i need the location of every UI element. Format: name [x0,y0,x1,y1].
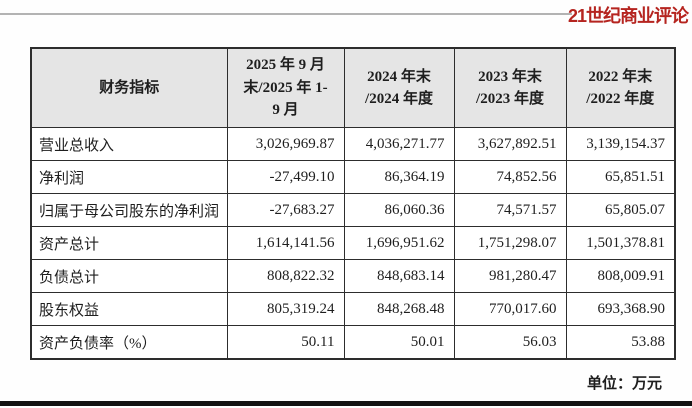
table-row-net-profit: 净利润 -27,499.10 86,364.19 74,852.56 65,85… [30,160,676,194]
header-period-2024: 2024 年末 /2024 年度 [343,47,455,128]
row-label: 净利润 [30,160,228,194]
cell-value: 808,009.91 [565,259,676,293]
cell-value: -27,683.27 [226,193,345,227]
cell-value: 805,319.24 [226,292,345,326]
cell-value: 808,822.32 [226,259,345,293]
financial-indicators-table: 财务指标 2025 年 9 月 末/2025 年 1- 9 月 2024 年末 … [30,47,676,360]
table-row-net-profit-attributable: 归属于母公司股东的净利润 -27,683.27 86,060.36 74,571… [30,193,676,227]
cell-value: 848,683.14 [343,259,455,293]
cell-value: 3,026,969.87 [226,127,345,161]
cell-value: 65,851.51 [565,160,676,194]
cell-value: 3,627,892.51 [453,127,567,161]
cell-value: 1,696,951.62 [343,226,455,260]
cell-value: 1,614,141.56 [226,226,345,260]
table-row-total-revenue: 营业总收入 3,026,969.87 4,036,271.77 3,627,89… [30,127,676,161]
row-label: 股东权益 [30,292,228,326]
table-row-total-assets: 资产总计 1,614,141.56 1,696,951.62 1,751,298… [30,226,676,260]
unit-note: 单位：万元 [586,376,662,392]
cell-value: 86,060.36 [343,193,455,227]
cell-value: 53.88 [565,325,676,360]
cell-value: 50.11 [226,325,345,360]
table-header-row: 财务指标 2025 年 9 月 末/2025 年 1- 9 月 2024 年末 … [30,47,676,128]
row-label: 负债总计 [30,259,228,293]
cell-value: 50.01 [343,325,455,360]
header-period-2023: 2023 年末 /2023 年度 [453,47,567,128]
cell-value: 4,036,271.77 [343,127,455,161]
table-row-debt-ratio: 资产负债率（%） 50.11 50.01 56.03 53.88 [30,325,676,360]
cell-value: 1,751,298.07 [453,226,567,260]
table-row-total-liabilities: 负债总计 808,822.32 848,683.14 981,280.47 80… [30,259,676,293]
brand-logo: 21世纪商业评论 [568,6,689,26]
cell-value: 770,017.60 [453,292,567,326]
table-row-shareholders-equity: 股东权益 805,319.24 848,268.48 770,017.60 69… [30,292,676,326]
header-period-2025: 2025 年 9 月 末/2025 年 1- 9 月 [226,47,345,128]
cell-value: 56.03 [453,325,567,360]
row-label: 营业总收入 [30,127,228,161]
row-label: 资产负债率（%） [30,325,228,360]
cell-value: 3,139,154.37 [565,127,676,161]
top-divider-line [0,13,572,15]
cell-value: -27,499.10 [226,160,345,194]
cell-value: 1,501,378.81 [565,226,676,260]
cell-value: 693,368.90 [565,292,676,326]
cell-value: 74,571.57 [453,193,567,227]
row-label: 归属于母公司股东的净利润 [30,193,228,227]
cell-value: 981,280.47 [453,259,567,293]
bottom-divider-line [0,401,692,406]
header-period-2022: 2022 年末 /2022 年度 [565,47,676,128]
header-indicator: 财务指标 [30,47,228,128]
row-label: 资产总计 [30,226,228,260]
cell-value: 65,805.07 [565,193,676,227]
cell-value: 848,268.48 [343,292,455,326]
cell-value: 74,852.56 [453,160,567,194]
cell-value: 86,364.19 [343,160,455,194]
